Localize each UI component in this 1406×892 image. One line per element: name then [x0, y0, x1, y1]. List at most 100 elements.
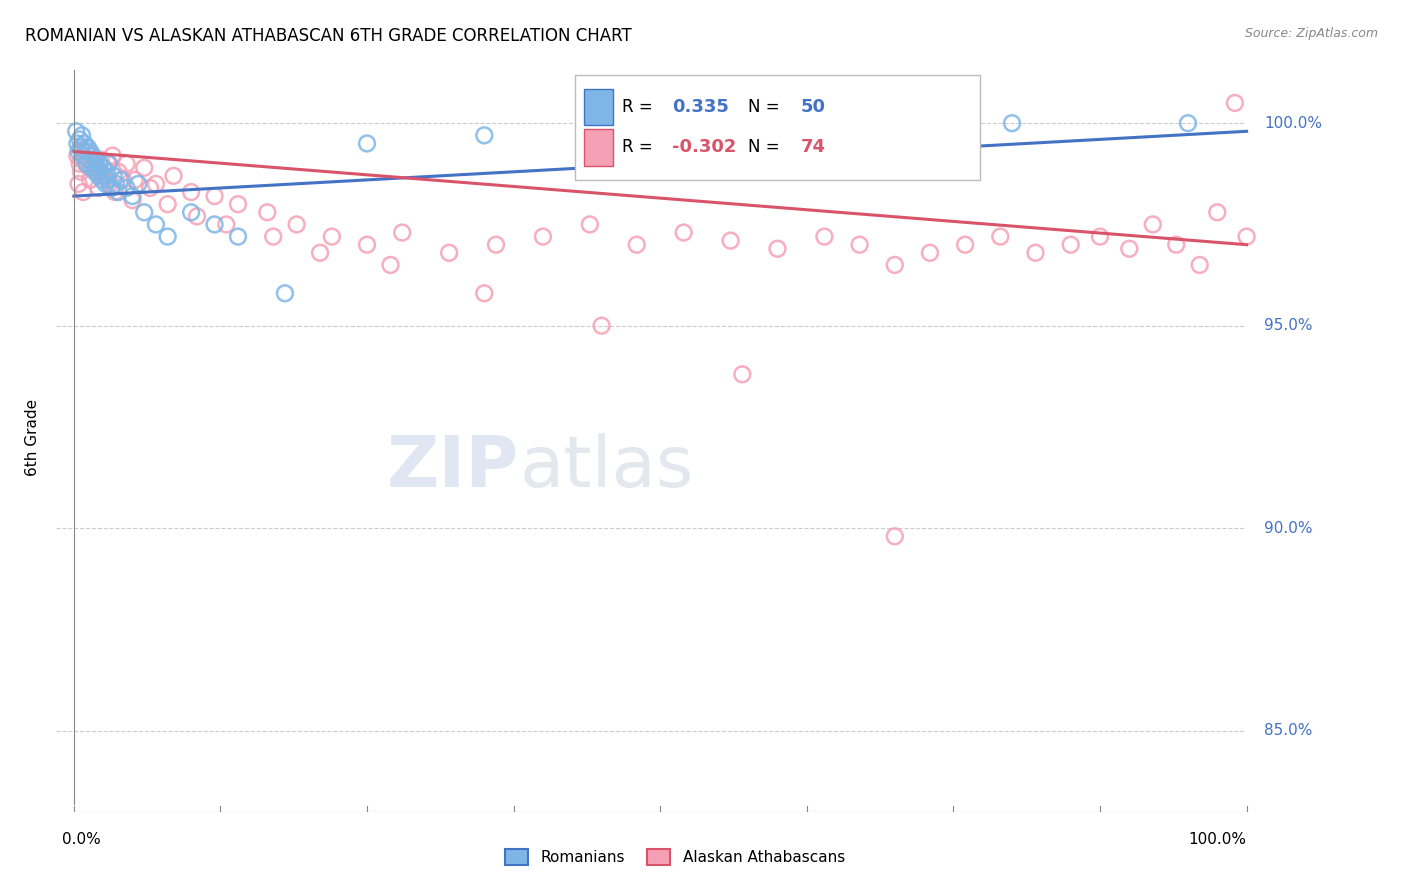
Point [76, 157, 98, 171]
Point [156, 229, 179, 244]
Point [162, 169, 184, 183]
Point [90, 153, 112, 167]
Point [1118, 242, 1140, 256]
Point [67, 145, 90, 159]
Point [98, 157, 121, 171]
Point [94, 177, 117, 191]
Point [204, 218, 226, 232]
Point [848, 237, 870, 252]
Point [105, 177, 128, 191]
Point [145, 177, 167, 191]
Text: 100.0%: 100.0% [1264, 116, 1322, 131]
Point [91, 173, 114, 187]
Point [103, 169, 125, 183]
Point [1236, 229, 1258, 244]
Point [70, 145, 93, 159]
Point [66, 148, 89, 162]
Point [115, 157, 138, 171]
Point [70, 140, 93, 154]
Point [215, 218, 238, 232]
Point [274, 286, 297, 301]
Point [110, 173, 132, 187]
Point [69, 132, 91, 146]
Point [93, 169, 115, 183]
Text: 74: 74 [801, 138, 825, 156]
Point [285, 218, 308, 232]
Point [472, 128, 495, 143]
Point [226, 229, 249, 244]
Point [1024, 245, 1046, 260]
Point [825, 120, 848, 135]
Point [380, 258, 402, 272]
Text: ZIP: ZIP [387, 433, 519, 502]
Point [84, 165, 107, 179]
Bar [575, 75, 980, 180]
Point [107, 165, 129, 179]
Point [720, 234, 742, 248]
Text: N =: N = [748, 138, 785, 156]
Text: ROMANIAN VS ALASKAN ATHABASCAN 6TH GRADE CORRELATION CHART: ROMANIAN VS ALASKAN ATHABASCAN 6TH GRADE… [25, 27, 633, 45]
Point [84, 157, 107, 171]
Point [1188, 258, 1211, 272]
Point [77, 140, 100, 154]
Point [953, 237, 976, 252]
Point [186, 210, 208, 224]
Point [107, 185, 129, 199]
Point [180, 185, 202, 199]
Point [72, 185, 94, 199]
Text: atlas: atlas [519, 433, 695, 502]
Text: R =: R = [621, 138, 658, 156]
Point [356, 237, 378, 252]
Point [96, 165, 118, 179]
Point [813, 229, 835, 244]
Point [98, 177, 121, 191]
Text: 0.335: 0.335 [672, 98, 728, 116]
Point [121, 189, 143, 203]
Point [73, 153, 96, 167]
Point [112, 173, 135, 187]
Point [89, 157, 111, 171]
Point [321, 229, 343, 244]
Text: N =: N = [748, 98, 785, 116]
Text: 95.0%: 95.0% [1264, 318, 1313, 334]
Point [485, 237, 508, 252]
Text: Source: ZipAtlas.com: Source: ZipAtlas.com [1244, 27, 1378, 40]
Legend: Romanians, Alaskan Athabascans: Romanians, Alaskan Athabascans [499, 843, 851, 871]
Point [309, 245, 332, 260]
Point [883, 258, 905, 272]
Text: 90.0%: 90.0% [1264, 521, 1313, 536]
Point [69, 157, 91, 171]
Point [156, 197, 179, 211]
Point [86, 165, 108, 179]
Point [77, 153, 100, 167]
Point [121, 193, 143, 207]
Text: 85.0%: 85.0% [1264, 723, 1313, 739]
Point [437, 245, 460, 260]
Point [66, 136, 89, 151]
Text: 100.0%: 100.0% [1188, 832, 1247, 847]
Point [127, 177, 149, 191]
Bar [583, 129, 613, 166]
Point [204, 189, 226, 203]
Point [75, 145, 97, 159]
Point [124, 173, 146, 187]
Point [72, 148, 94, 162]
Point [73, 136, 96, 151]
Point [1060, 237, 1083, 252]
Point [145, 218, 167, 232]
Point [80, 148, 103, 162]
Point [650, 124, 672, 138]
Point [87, 169, 110, 183]
Point [70, 165, 93, 179]
Point [83, 157, 105, 171]
Point [531, 229, 554, 244]
Point [1177, 116, 1199, 130]
Text: -0.302: -0.302 [672, 138, 737, 156]
Point [91, 161, 114, 175]
Point [76, 140, 98, 154]
Point [591, 318, 613, 333]
Point [91, 169, 114, 183]
Point [100, 181, 122, 195]
Point [97, 157, 120, 171]
Text: 6th Grade: 6th Grade [25, 399, 41, 475]
